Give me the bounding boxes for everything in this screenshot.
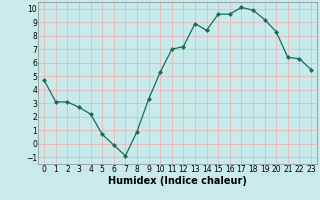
X-axis label: Humidex (Indice chaleur): Humidex (Indice chaleur) [108,176,247,186]
